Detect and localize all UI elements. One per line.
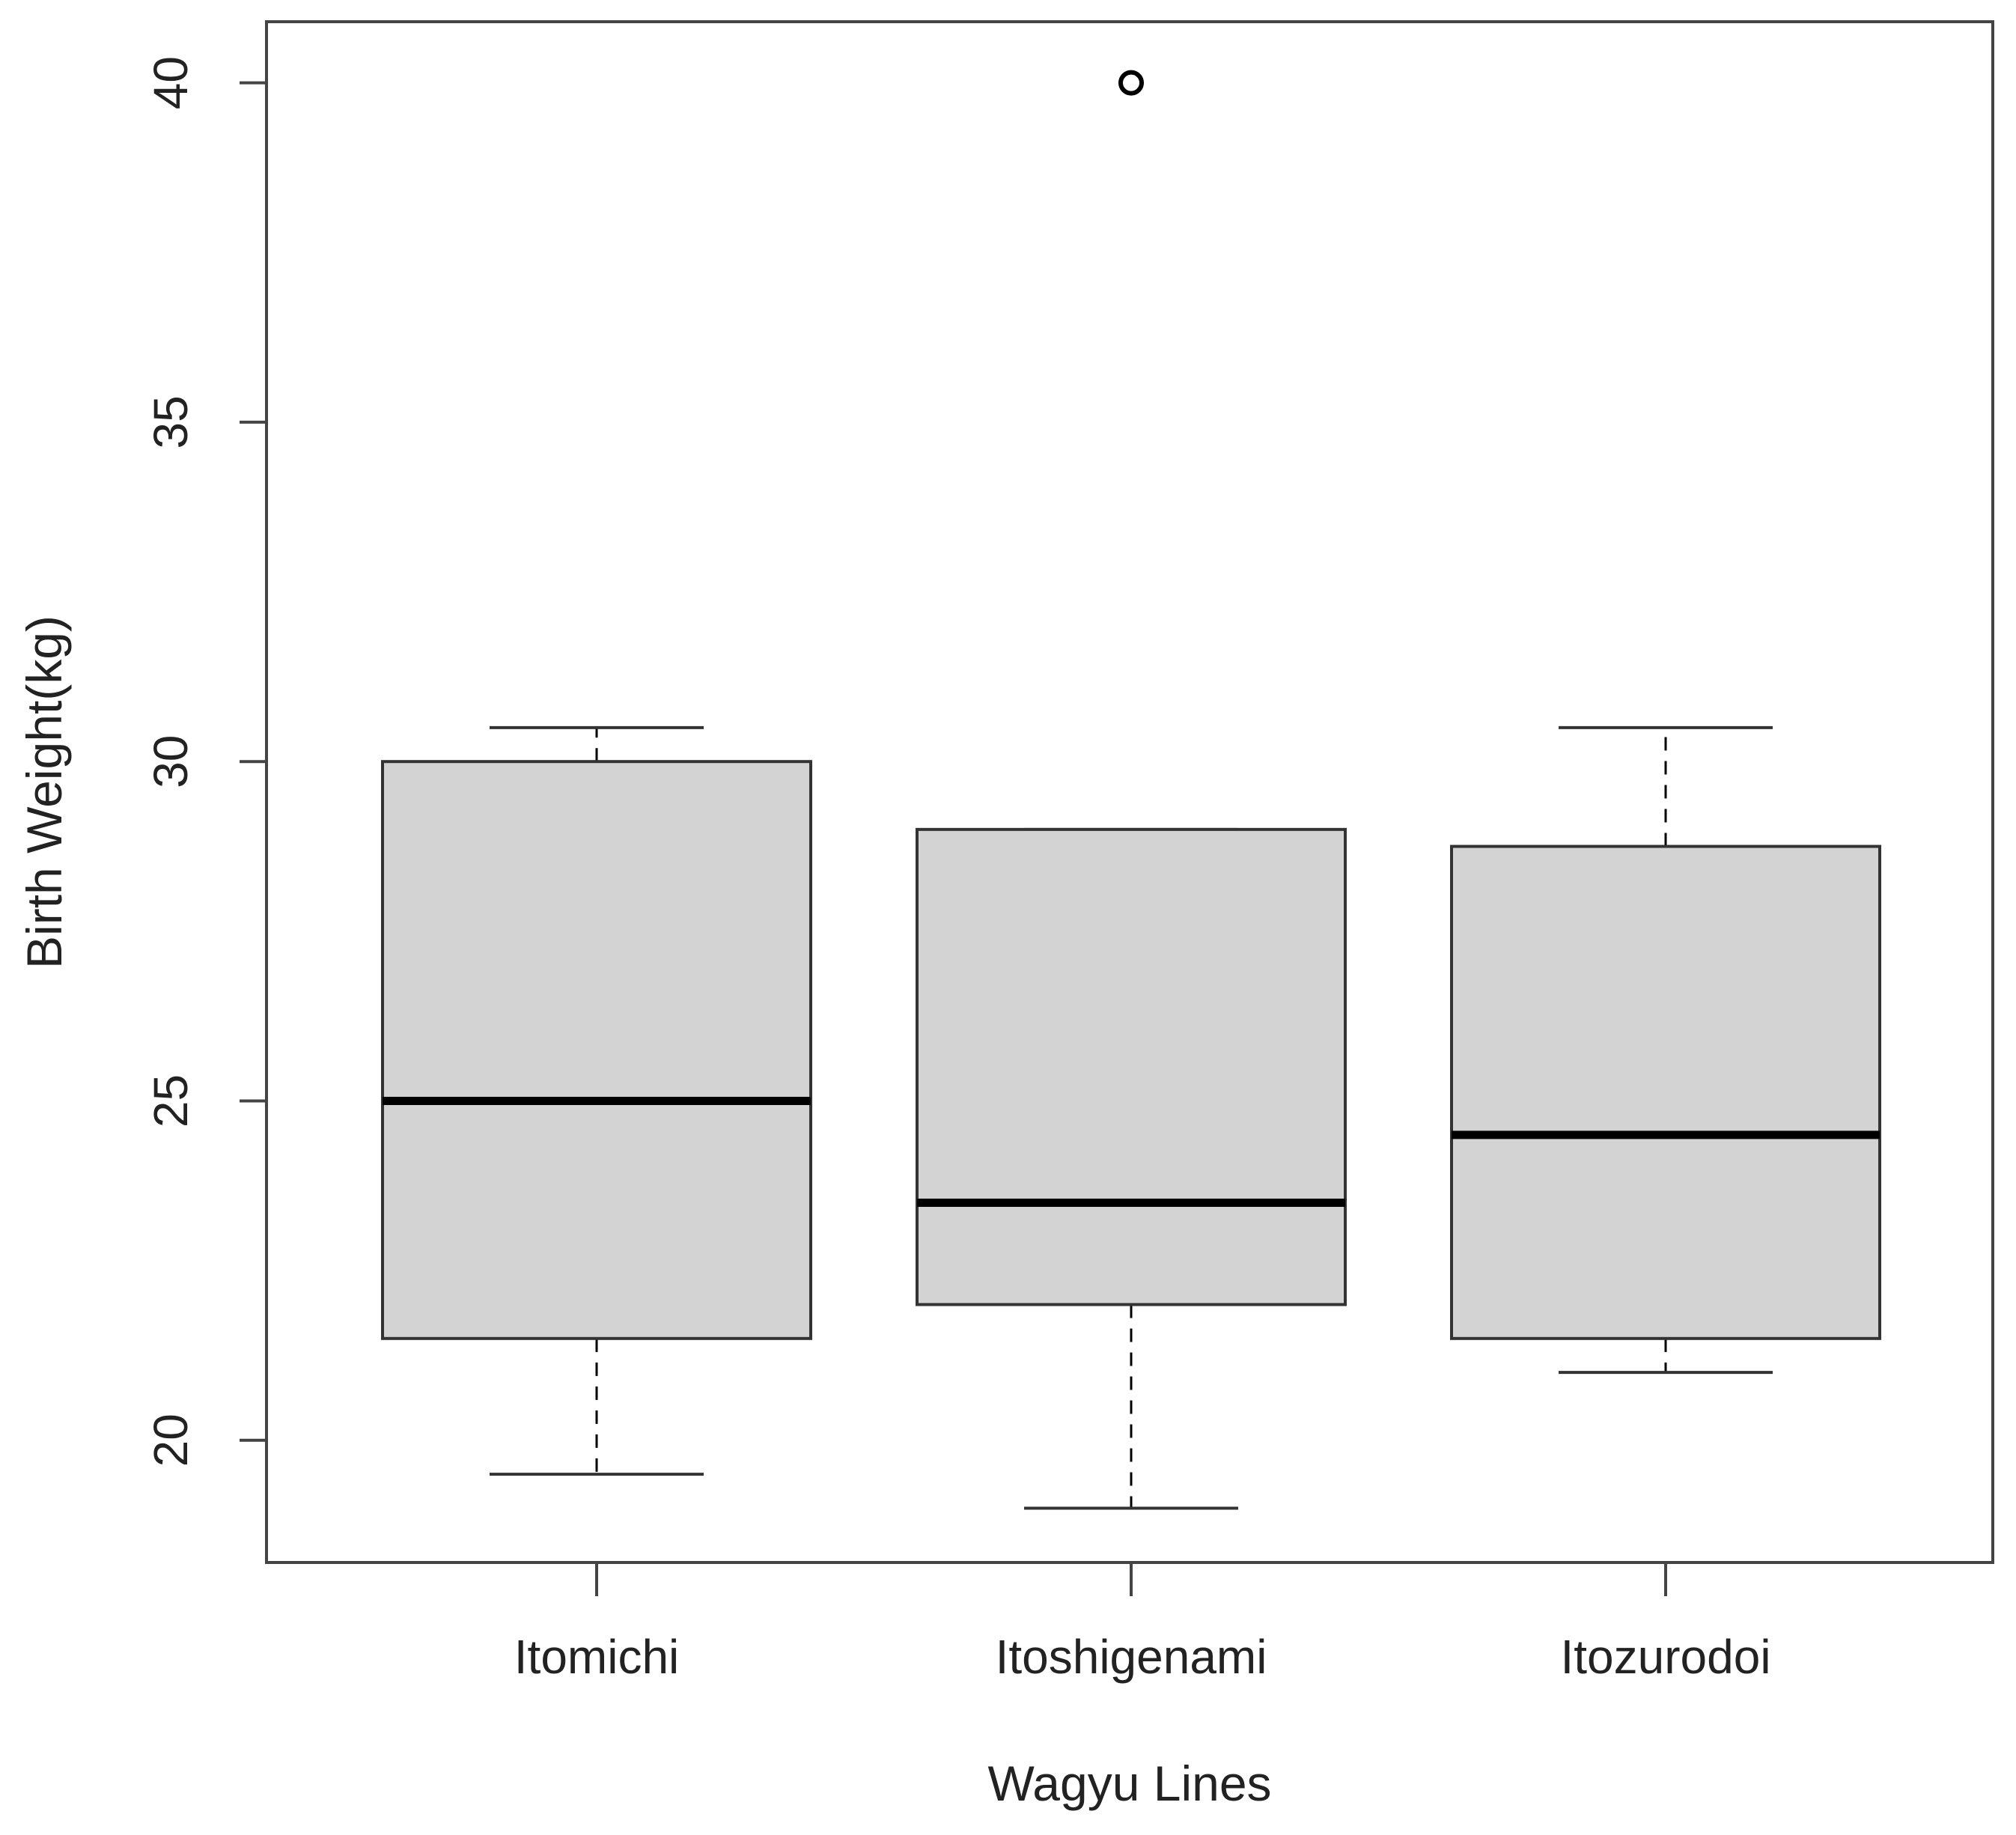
iqr-box-2 [916, 827, 1347, 1306]
y-tick-label-35: 35 [144, 395, 198, 448]
iqr-box-1 [381, 760, 812, 1340]
x-axis-title: Wagyu Lines [987, 1756, 1271, 1811]
x-tick-label-2: Itoshigenami [996, 1630, 1267, 1684]
box-3 [1450, 725, 1881, 1375]
y-axis-title: Birth Weight(kg) [16, 615, 72, 969]
iqr-box-3 [1450, 845, 1881, 1340]
x-axis: Itomichi Itoshigenami Itozurodoi [514, 1561, 1771, 1684]
x-tick-label-3: Itozurodoi [1560, 1630, 1770, 1684]
y-axis: 20 25 30 35 40 [144, 56, 268, 1467]
boxes-group [381, 70, 1881, 1510]
box-1 [381, 725, 812, 1476]
y-tick-label-20: 20 [144, 1413, 198, 1467]
x-tick-label-1: Itomichi [514, 1630, 680, 1684]
y-tick-label-40: 40 [144, 56, 198, 109]
outlier-point-2-1 [1118, 70, 1144, 96]
y-tick-label-30: 30 [144, 735, 198, 788]
box-2 [916, 70, 1347, 1510]
y-tick-label-25: 25 [144, 1074, 198, 1128]
